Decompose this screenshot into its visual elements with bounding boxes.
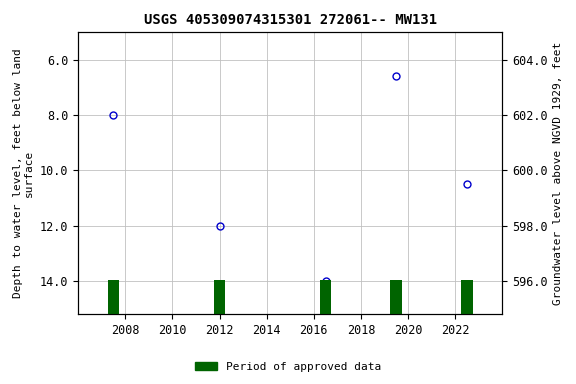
Bar bbox=[320, 280, 331, 314]
Bar bbox=[461, 280, 473, 314]
Bar bbox=[108, 280, 119, 314]
Y-axis label: Depth to water level, feet below land
surface: Depth to water level, feet below land su… bbox=[13, 48, 35, 298]
Title: USGS 405309074315301 272061-- MW131: USGS 405309074315301 272061-- MW131 bbox=[143, 13, 437, 27]
Bar bbox=[214, 280, 225, 314]
Legend: Period of approved data: Period of approved data bbox=[191, 358, 385, 377]
Bar bbox=[391, 280, 402, 314]
Y-axis label: Groundwater level above NGVD 1929, feet: Groundwater level above NGVD 1929, feet bbox=[554, 41, 563, 305]
